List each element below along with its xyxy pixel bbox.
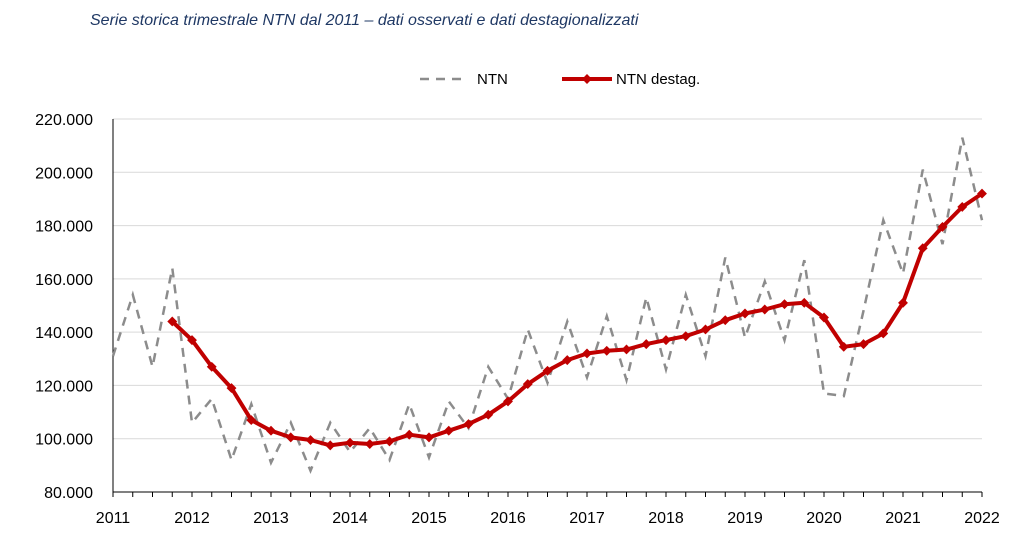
data-point-ntn-destag (443, 425, 454, 436)
series-ntn-destag (167, 188, 987, 451)
data-point-ntn-destag (957, 201, 968, 212)
x-tick-label: 2018 (648, 510, 684, 527)
data-point-ntn-destag (819, 312, 829, 323)
data-point-ntn-destag (404, 429, 415, 440)
y-tick-label: 200.000 (35, 165, 93, 182)
data-point-ntn-destag (601, 345, 612, 356)
data-point-ntn-destag (779, 299, 790, 310)
data-point-ntn-destag (522, 379, 533, 390)
data-point-ntn-destag (898, 297, 908, 308)
x-tick-label: 2013 (253, 510, 289, 527)
x-tick-label: 2014 (332, 510, 368, 527)
legend: NTN NTN destag. (420, 71, 700, 88)
x-tick-marks (112, 492, 983, 497)
series-ntn (111, 137, 984, 474)
data-point-ntn-destag (878, 328, 889, 339)
data-point-ntn-destag (167, 316, 178, 327)
data-point-ntn-destag (641, 339, 652, 350)
legend-label-ntn-destag: NTN destag. (616, 71, 700, 88)
x-tick-label: 2020 (806, 510, 842, 527)
data-point-ntn-destag (977, 188, 987, 199)
data-point-ntn-destag (700, 324, 711, 335)
y-tick-label: 100.000 (35, 432, 93, 449)
y-tick-label: 120.000 (35, 378, 93, 395)
data-point-ntn-destag (661, 335, 671, 346)
x-tick-label: 2012 (174, 510, 210, 527)
y-tick-label: 140.000 (35, 325, 93, 342)
data-point-ntn-destag (345, 437, 355, 448)
data-point-ntn-destag (621, 344, 632, 355)
y-tick-label: 180.000 (35, 219, 93, 236)
y-tick-label: 80.000 (44, 485, 93, 502)
data-point-ntn-destag (364, 439, 375, 449)
data-point-ntn-destag (562, 355, 573, 366)
data-point-ntn-destag (937, 221, 948, 232)
legend-marker-ntn-destag (582, 74, 592, 84)
x-tick-label: 2011 (96, 510, 131, 527)
x-tick-label: 2021 (885, 510, 921, 527)
data-point-ntn-destag (424, 432, 434, 443)
data-point-ntn-destag (246, 415, 257, 426)
x-tick-label: 2015 (411, 510, 447, 527)
data-point-ntn-destag (542, 365, 553, 376)
legend-label-ntn: NTN (477, 71, 508, 88)
data-point-ntn-destag (325, 440, 336, 451)
x-tick-labels: 2011 2012 2013 2014 2015 2016 2017 2018 2019 2020… (96, 510, 1000, 527)
data-point-ntn-destag (206, 361, 217, 372)
gridlines (113, 118, 982, 493)
data-point-ntn-destag (759, 304, 770, 315)
data-point-ntn-destag (503, 396, 513, 407)
y-tick-label: 160.000 (35, 272, 93, 289)
x-tick-label: 2019 (727, 510, 763, 527)
data-point-ntn-destag (680, 331, 691, 342)
data-point-ntn-destag (720, 315, 731, 326)
x-tick-label: 2022 (964, 510, 1000, 527)
data-point-ntn-destag (384, 436, 395, 447)
data-point-ntn-destag (799, 297, 810, 308)
data-point-ntn-destag (483, 409, 494, 420)
data-point-ntn-destag (582, 348, 592, 359)
series-line-ntn (111, 137, 984, 474)
data-point-ntn-destag (838, 341, 849, 352)
data-point-ntn-destag (305, 435, 316, 445)
data-point-ntn-destag (463, 419, 474, 430)
x-tick-label: 2017 (569, 510, 605, 527)
data-point-ntn-destag (917, 243, 928, 254)
chart-title: Serie storica trimestrale NTN dal 2011 –… (90, 12, 639, 29)
data-point-ntn-destag (266, 425, 276, 436)
data-point-ntn-destag (740, 308, 750, 319)
y-tick-label: 220.000 (35, 112, 93, 129)
x-tick-label: 2016 (490, 510, 526, 527)
series-line-ntn-destag (170, 191, 984, 448)
data-point-ntn-destag (226, 383, 237, 394)
y-tick-labels: 80.000 100.000 120.000 140.000 160.000 180.00… (35, 112, 93, 502)
data-point-ntn-destag (858, 339, 869, 350)
data-point-ntn-destag (285, 432, 296, 443)
data-point-ntn-destag (187, 335, 197, 346)
